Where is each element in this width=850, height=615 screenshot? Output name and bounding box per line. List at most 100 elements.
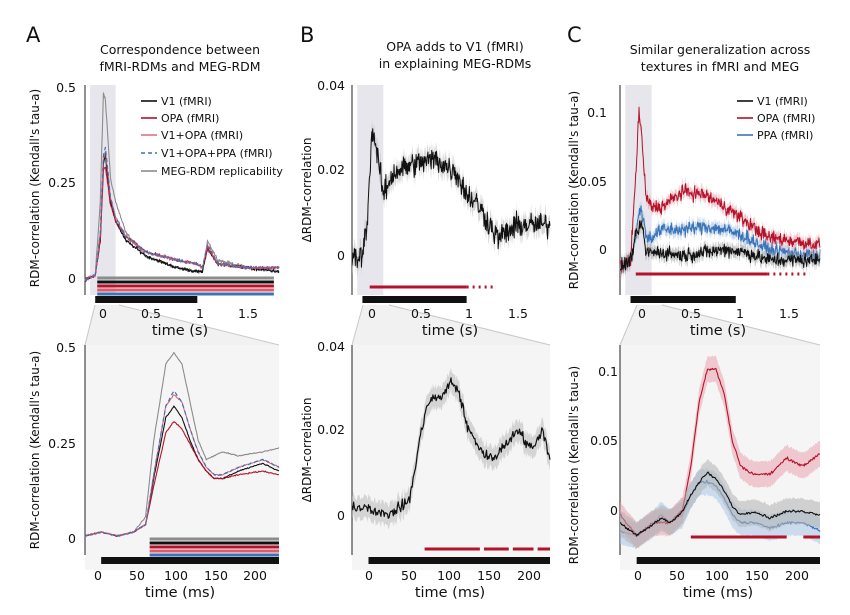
c-top-line-v1 [619, 220, 821, 271]
a-top-xtick-15: 1.5 [238, 306, 258, 321]
legend-c-v1: V1 (fMRI) [757, 95, 808, 108]
zoom-line-left-a [84, 304, 96, 346]
b-top-xlabel: time (s) [422, 323, 478, 339]
a-bot-xtick-200: 200 [243, 568, 267, 583]
c-top-xlabel: time (s) [690, 323, 746, 339]
b-bot-xtick-150: 150 [477, 568, 501, 583]
c-bot-xlabel: time (ms) [683, 585, 753, 601]
legend-panel-c: V1 (fMRI) OPA (fMRI) PPA (fMRI) [737, 95, 815, 142]
c-top-xtick-0: 0 [638, 306, 646, 321]
b-top-xtick-1: 1 [465, 306, 473, 321]
b-bot-timebar [368, 557, 550, 564]
a-top-ytick-0: 0 [68, 271, 76, 286]
b-top-xtick-0: 0 [368, 306, 376, 321]
c-bot-xtick-100: 100 [705, 568, 729, 583]
c-bot-ylabel: RDM-correlation (Kendall's tau-a) [567, 366, 581, 564]
a-top-ytick-05: 0.5 [56, 80, 76, 95]
b-bot-xlabel: time (ms) [415, 585, 485, 601]
b-bot-line-band [352, 367, 550, 530]
c-bot-xtick-50: 50 [669, 568, 685, 583]
zoom-line-left-b [351, 304, 364, 346]
zoom-funnel-a [85, 305, 279, 345]
b-bot-ytick-0: 0 [337, 508, 345, 523]
b-bot-line [351, 377, 551, 519]
c-top-line-opa-band [620, 101, 820, 279]
c-top-ytick-01: 0.1 [587, 105, 607, 120]
zoom-funnel-c [620, 305, 820, 345]
c-bot-xtick-0: 0 [634, 568, 642, 583]
a-top-ylabel: RDM-correlation (Kendall's tau-a) [28, 89, 42, 287]
a-top-xtick-0: 0 [99, 306, 107, 321]
b-top-timebar [362, 296, 467, 303]
a-bot-xtick-0: 0 [94, 568, 102, 583]
a-bot-line-v1opappa [85, 390, 280, 537]
a-bot-xlabel: time (ms) [145, 585, 215, 601]
c-bot-ytick-005: 0.05 [590, 433, 618, 448]
b-top-xtick-05: 0.5 [411, 306, 431, 321]
a-bot-timebar [101, 557, 280, 564]
a-top-line-v1opappa [84, 146, 280, 281]
b-bot-ytick-002: 0.02 [317, 422, 345, 437]
b-top-xtick-15: 1.5 [508, 306, 528, 321]
c-top-xtick-05: 0.5 [681, 306, 701, 321]
panel-c-title-line1: Similar generalization across [630, 42, 811, 57]
c-top-ytick-005: 0.05 [579, 174, 607, 189]
b-top-ytick-002: 0.02 [317, 162, 345, 177]
legend-c-opa: OPA (fMRI) [757, 112, 815, 125]
b-bot-xtick-200: 200 [517, 568, 541, 583]
c-top-line-opa [619, 106, 821, 273]
a-bot-ytick-05: 0.5 [56, 340, 76, 355]
a-top-line-v1 [84, 153, 280, 282]
panel-b-title-line1: OPA adds to V1 (fMRI) [386, 39, 523, 54]
b-bot-ylabel: ΔRDM-correlation [300, 398, 314, 503]
a-top-xtick-1: 1 [196, 306, 204, 321]
a-top-xlabel: time (s) [152, 323, 208, 339]
zoom-line-right-a [118, 304, 280, 346]
zoom-line-right-c [661, 304, 821, 346]
c-top-timebar [630, 296, 736, 303]
axis-labels: 0 0.25 0.5 0 0.5 1 1.5 time (s) RDM-corr… [28, 78, 809, 601]
a-top-ytick-025: 0.25 [48, 175, 76, 190]
zoom-line-left-c [619, 304, 638, 346]
panel-letter-b: B [300, 23, 314, 47]
c-top-ytick-0: 0 [599, 242, 607, 257]
legend-c-ppa: PPA (fMRI) [757, 129, 813, 142]
b-top-line [351, 128, 551, 269]
zoom-bg-a [85, 345, 279, 570]
b-top-ylabel: ΔRDM-correlation [300, 138, 314, 243]
c-bot-line-v1-band [620, 459, 820, 549]
a-top-line-v1opa [84, 151, 280, 281]
c-bot-ytick-0: 0 [610, 503, 618, 518]
c-top-ylabel: RDM-correlation (Kendall's tau-a) [567, 91, 581, 289]
c-top-line-ppa-band [620, 199, 820, 280]
plots [84, 85, 821, 564]
b-top-ytick-0: 0 [337, 248, 345, 263]
a-top-xtick-05: 0.5 [141, 306, 161, 321]
c-bot-timebar [636, 557, 820, 564]
legend-a-meg: MEG-RDM replicability [161, 165, 283, 178]
c-top-xtick-1: 1 [736, 306, 744, 321]
a-top-timebar [95, 296, 198, 303]
legend-a-v1: V1 (fMRI) [161, 95, 212, 108]
panel-a-title-line2: fMRI-RDMs and MEG-RDM [99, 59, 260, 74]
b-top-ytick-004: 0.04 [317, 78, 345, 93]
c-bot-xtick-150: 150 [745, 568, 769, 583]
a-bot-xtick-150: 150 [204, 568, 228, 583]
b-bot-xtick-100: 100 [437, 568, 461, 583]
panel-a-title-line1: Correspondence between [100, 42, 260, 57]
a-bot-ytick-0: 0 [68, 531, 76, 546]
c-bot-ytick-01: 0.1 [598, 364, 618, 379]
a-bot-xtick-50: 50 [129, 568, 145, 583]
a-bot-xtick-100: 100 [164, 568, 188, 583]
legend-a-v1opappa: V1+OPA+PPA (fMRI) [161, 147, 273, 160]
legend-a-v1opa: V1+OPA (fMRI) [161, 129, 243, 142]
b-bot-ytick-004: 0.04 [317, 339, 345, 354]
legend-a-opa: OPA (fMRI) [161, 112, 219, 125]
panel-b-title-line2: in explaining MEG-RDMs [379, 56, 532, 71]
c-bot-xtick-200: 200 [785, 568, 809, 583]
panel-letter-a: A [26, 23, 41, 47]
c-top-xtick-15: 1.5 [779, 306, 799, 321]
a-bot-ylabel: RDM-correlation (Kendall's tau-a) [28, 351, 42, 549]
a-bot-ytick-025: 0.25 [48, 436, 76, 451]
